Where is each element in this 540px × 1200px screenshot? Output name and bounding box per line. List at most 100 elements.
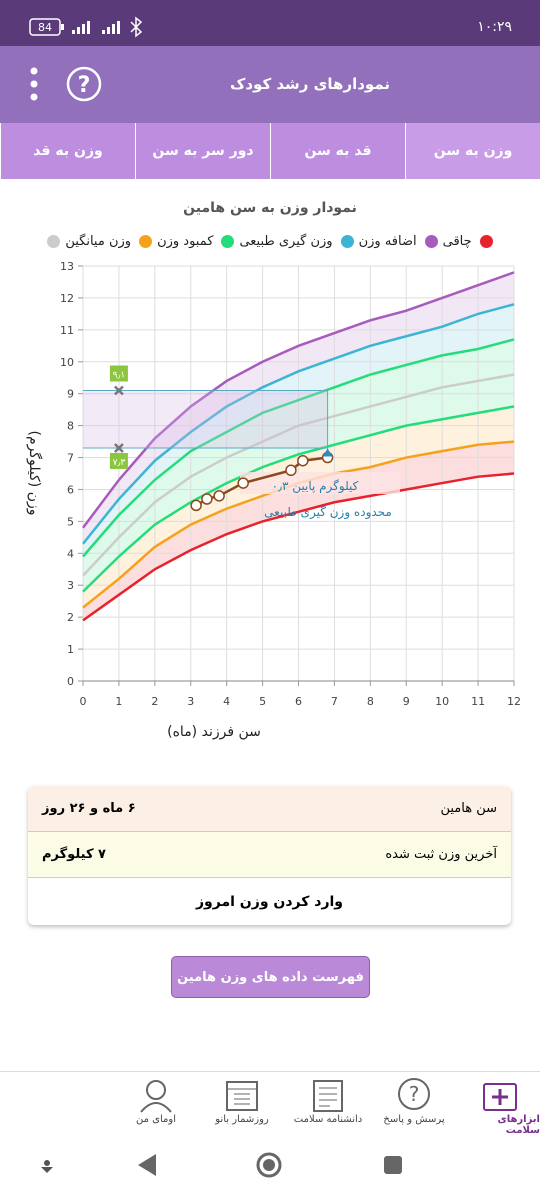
nav-icon	[140, 1080, 172, 1113]
range-area	[83, 390, 328, 448]
info-label: آخرین وزن ثبت شده	[385, 847, 497, 862]
band	[83, 272, 514, 544]
y-axis-title: وزن (کیلوگرم)	[26, 431, 43, 516]
nav-label: ابزارهای سلامت	[497, 1114, 540, 1136]
chart: نمودار وزن به سن هامین سن فرزند (ماه) وز…	[26, 200, 521, 740]
x-tick-label: 11	[471, 695, 485, 708]
legend-swatch	[221, 235, 235, 248]
range-badge	[109, 365, 128, 382]
y-tick-label: 10	[60, 356, 74, 369]
legend-label: کمبود وزن	[157, 234, 214, 249]
range-badge	[109, 452, 128, 469]
child-point	[297, 454, 309, 467]
x-tick-label: 2	[151, 695, 158, 708]
info-value: ۷ کیلوگرم	[42, 847, 106, 862]
legend: چاقی اضافه وزن وزن گیری طبیعی کمبود وزن وزن …	[0, 234, 540, 249]
nav-icon	[483, 1083, 517, 1111]
band	[83, 339, 514, 576]
info-card: سن هامین ۶ ماه و ۲۶ روز آخرین وزن ثبت شده…	[28, 786, 511, 925]
legend-item	[479, 234, 493, 249]
nav-icon: ?	[398, 1078, 430, 1110]
nav-item[interactable]: ابزارهای سلامت	[460, 1072, 540, 1142]
x-tick-label: 8	[367, 695, 374, 708]
app-bar: ? نمودارهای رشد کودک	[0, 46, 540, 123]
annotation-bg	[240, 472, 400, 494]
x-tick-label: 6	[295, 695, 302, 708]
range-cross	[114, 385, 124, 396]
annotation: ۰٫۳ کیلوگرم پایین	[272, 479, 359, 494]
y-tick-label: 0	[67, 675, 74, 688]
child-point	[285, 464, 297, 477]
tab[interactable]: وزن به قد	[0, 123, 135, 179]
curve	[82, 303, 515, 545]
curve	[82, 271, 515, 529]
x-axis-title: سن فرزند (ماه)	[167, 724, 261, 740]
x-tick-label: 0	[80, 695, 87, 708]
nav-icon	[226, 1081, 258, 1111]
y-tick-label: 5	[67, 515, 74, 528]
tab[interactable]: وزن به سن	[405, 123, 540, 179]
legend-item: کمبود وزن	[139, 234, 213, 249]
child-point	[201, 493, 213, 505]
enter-weight-button[interactable]: وارد کردن وزن امروز	[196, 893, 343, 910]
legend-item: چاقی	[424, 234, 472, 249]
x-tick-label: 4	[223, 695, 230, 708]
annotation: محدوده وزن گیری طبیعی	[264, 505, 392, 520]
child-point	[237, 477, 249, 489]
legend-swatch	[47, 235, 61, 248]
legend-item: وزن گیری طبیعی	[221, 234, 333, 249]
current-marker	[322, 448, 333, 457]
legend-swatch	[479, 235, 493, 248]
nav-icon	[313, 1080, 343, 1112]
child-point	[213, 490, 225, 502]
chart-title: نمودار وزن به سن هامین	[183, 200, 357, 216]
child-point	[190, 499, 202, 512]
y-tick-label: 7	[67, 452, 74, 465]
legend-swatch	[340, 235, 354, 248]
legend-swatch	[424, 235, 438, 248]
tab[interactable]: قد به سن	[270, 123, 405, 179]
legend-item: وزن میانگین	[47, 234, 131, 249]
nav-item[interactable]: روزشمار بانو	[202, 1072, 282, 1142]
y-tick-label: 11	[60, 324, 74, 337]
info-row: سن هامین ۶ ماه و ۲۶ روز	[28, 786, 511, 832]
tab[interactable]: دور سر به سن	[135, 123, 270, 179]
y-tick-label: 12	[60, 292, 74, 305]
nav-label: روزشمار بانو	[215, 1114, 269, 1125]
status-icons: 84 ۱۰:۲۹	[29, 16, 512, 38]
x-tick-label: 5	[259, 695, 266, 708]
weight-list-button[interactable]: فهرست داده های وزن هامین	[171, 956, 370, 998]
tab-bar: وزن به سن قد به سن دور سر به سن وزن به قد	[0, 123, 540, 179]
x-tick-label: 7	[331, 695, 338, 708]
y-tick-label: 6	[67, 483, 74, 496]
y-tick-label: 2	[67, 611, 74, 624]
info-label: سن هامین	[440, 801, 497, 816]
battery: 84	[38, 21, 52, 34]
band	[83, 374, 514, 592]
nav-label: پرسش و پاسخ	[383, 1114, 445, 1125]
curve	[82, 472, 515, 622]
svg-text:?: ?	[409, 1082, 420, 1106]
app-title: نمودارهای رشد کودک	[230, 75, 390, 93]
legend-label: وزن میانگین	[65, 234, 132, 249]
curve	[82, 405, 515, 593]
nav-item[interactable]: اومای من	[116, 1072, 196, 1142]
nav-item[interactable]: دانشنامه سلامت	[288, 1072, 368, 1142]
y-tick-label: 8	[67, 420, 74, 433]
legend-label: وزن گیری طبیعی	[239, 234, 333, 249]
app-bar-icons: ? نمودارهای رشد کودک	[30, 66, 390, 102]
bottom-nav: ابزارهای سلامت? پرسش و پاسخ دانشنامه سلامت…	[0, 1071, 540, 1142]
y-tick-label: 4	[67, 547, 74, 560]
x-tick-label: 3	[187, 695, 194, 708]
nav-item[interactable]: ? پرسش و پاسخ	[374, 1072, 454, 1142]
curve	[82, 373, 515, 577]
info-row: آخرین وزن ثبت شده ۷ کیلوگرم	[28, 832, 511, 878]
legend-item: اضافه وزن	[340, 234, 417, 249]
x-tick-label: 12	[507, 695, 521, 708]
legend-swatch	[139, 235, 153, 248]
status-bar: 84 ۱۰:۲۹	[0, 0, 540, 46]
svg-text:?: ?	[78, 73, 91, 98]
curve	[82, 338, 515, 558]
x-tick-label: 1	[115, 695, 122, 708]
